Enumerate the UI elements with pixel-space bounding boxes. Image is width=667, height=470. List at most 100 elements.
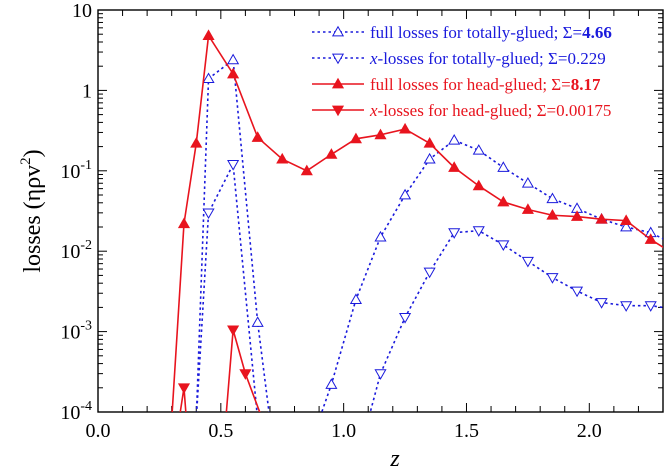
series-3-point xyxy=(300,164,313,176)
series-1-point xyxy=(546,192,559,204)
legend-sum-value: 8.17 xyxy=(571,75,601,94)
series-3-point xyxy=(349,132,362,144)
legend-label-1: full losses for totally-glued; Σ=4.66 xyxy=(370,23,612,42)
series-3-point xyxy=(251,131,264,142)
series-2-line xyxy=(195,161,663,412)
series-3-point xyxy=(202,29,215,41)
y-tick-label: 10-2 xyxy=(60,238,92,263)
series-1-point xyxy=(374,230,387,242)
series-3-point xyxy=(472,179,485,191)
series-3 xyxy=(171,29,663,412)
y-tick-label: 10-1 xyxy=(60,158,92,183)
plot-area xyxy=(97,9,664,413)
series-2-point xyxy=(202,208,215,220)
series-3-line xyxy=(171,33,663,412)
series-3-point xyxy=(374,128,387,140)
series-3-point xyxy=(620,214,633,226)
series-3-point xyxy=(644,233,657,244)
series-1-point xyxy=(399,188,412,200)
series-3-point xyxy=(546,209,559,220)
series-3-point xyxy=(325,148,338,159)
series-2 xyxy=(195,160,663,412)
legend-label-text: full losses for head-glued; Σ= xyxy=(370,75,571,94)
series-4-point xyxy=(177,383,191,395)
x-tick-label: 2.0 xyxy=(577,420,602,442)
series-2-point xyxy=(227,160,240,171)
series-2-point xyxy=(448,228,461,239)
series-3-point xyxy=(399,122,412,134)
series-2-point xyxy=(399,313,412,324)
legend-marker-2 xyxy=(331,53,345,65)
series-1-point xyxy=(423,152,436,164)
series-layer xyxy=(171,29,663,412)
legend-marker-4 xyxy=(331,105,345,117)
series-3-point xyxy=(227,67,240,79)
series-1-point xyxy=(349,293,362,305)
series-3-point xyxy=(448,161,461,172)
series-1-point xyxy=(497,161,510,172)
legend-sum-value: 4.66 xyxy=(582,23,612,42)
legend-sum-value: 0.00175 xyxy=(556,101,611,120)
legend: full losses for totally-glued; Σ=4.66x-l… xyxy=(312,23,612,120)
series-3-point xyxy=(595,212,608,224)
series-2-point xyxy=(423,267,436,279)
series-1-point xyxy=(521,177,534,188)
legend-label-2: x-losses for totally-glued; Σ=0.229 xyxy=(369,49,606,68)
series-1-point xyxy=(251,316,264,327)
y-axis-title-close: ) xyxy=(20,149,46,157)
series-2-point xyxy=(595,298,608,309)
series-1-point xyxy=(448,134,461,145)
y-axis-title: losses (ηρv2) xyxy=(18,149,46,272)
x-tick-label: 1.5 xyxy=(454,420,479,442)
series-1-point xyxy=(472,144,485,155)
series-3-point xyxy=(190,137,203,148)
legend-marker-3 xyxy=(331,77,345,89)
legend-label-text: full losses for totally-glued; Σ= xyxy=(370,23,582,42)
series-1-point xyxy=(325,378,338,389)
series-3-point xyxy=(423,137,436,148)
legend-label-x: x xyxy=(369,101,378,120)
series-3-point xyxy=(521,203,534,214)
x-tick-label: 0.0 xyxy=(86,420,111,442)
legend-marker-1 xyxy=(331,25,345,37)
series-2-point xyxy=(546,273,559,284)
legend-label-text: -losses for totally-glued; Σ= xyxy=(378,49,568,68)
legend-label-x: x xyxy=(369,49,378,68)
y-tick-base: 10 xyxy=(60,241,80,263)
series-3-point xyxy=(276,152,289,164)
series-1-point xyxy=(620,220,633,232)
y-tick-base: 10 xyxy=(60,402,80,424)
y-tick-label: 10 xyxy=(72,0,92,22)
series-1-point xyxy=(227,53,240,65)
series-2-point xyxy=(497,240,510,252)
y-axis-title-main: losses (ηρv xyxy=(20,165,46,273)
series-2-point xyxy=(570,286,584,298)
y-axis-title-sup: 2 xyxy=(18,157,34,165)
series-3-point xyxy=(177,217,191,229)
series-4-point xyxy=(239,369,252,380)
series-2-point xyxy=(374,369,387,380)
x-axis-title: z xyxy=(389,446,400,470)
y-tick-exponent: -4 xyxy=(80,399,92,414)
legend-sum-value: 0.229 xyxy=(567,49,605,68)
series-1-point xyxy=(202,72,215,84)
series-2-point xyxy=(472,226,485,237)
x-tick-label: 0.5 xyxy=(208,420,233,442)
y-tick-label: 10-4 xyxy=(60,399,92,424)
y-tick-exponent: -3 xyxy=(80,319,92,334)
series-4 xyxy=(177,325,261,412)
series-2-point xyxy=(620,301,633,312)
y-tick-base: 10 xyxy=(60,322,80,344)
y-tick-base: 10 xyxy=(60,161,80,183)
series-2-point xyxy=(521,256,534,268)
series-4-point xyxy=(227,325,240,337)
series-3-point xyxy=(497,195,510,207)
series-2-point xyxy=(644,301,657,312)
legend-label-3: full losses for head-glued; Σ=8.17 xyxy=(370,75,601,94)
y-tick-label: 1 xyxy=(82,80,92,102)
series-1-line xyxy=(195,58,663,412)
y-tick-exponent: -1 xyxy=(80,158,92,173)
y-tick-label: 10-3 xyxy=(60,319,92,344)
